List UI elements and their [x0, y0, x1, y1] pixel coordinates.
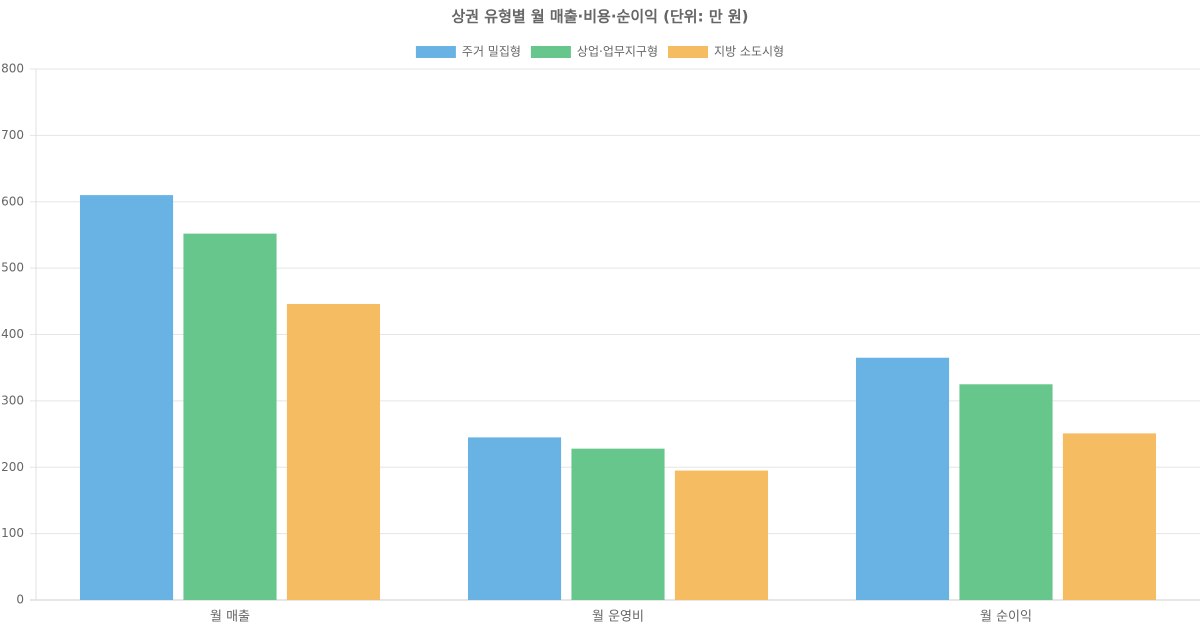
legend-label: 상업·업무지구형: [577, 45, 658, 59]
legend-label: 주거 밀집형: [462, 45, 521, 59]
legend-swatch: [415, 46, 456, 58]
y-tick-label: 400: [1, 327, 24, 341]
x-tick-label: 월 운영비: [592, 610, 644, 625]
bar: [183, 233, 277, 601]
x-tick-label: 월 순이익: [980, 610, 1032, 625]
y-tick-label: 300: [1, 393, 24, 407]
bar: [571, 448, 665, 600]
legend-label: 지방 소도시형: [714, 45, 784, 59]
y-tick-label: 200: [1, 460, 24, 474]
y-tick-label: 100: [1, 526, 24, 540]
y-tick-label: 500: [1, 261, 24, 275]
legend-swatch: [530, 46, 571, 58]
legend-swatch: [668, 46, 709, 58]
y-tick-label: 600: [1, 194, 24, 208]
x-tick-label: 월 매출: [210, 610, 250, 625]
y-tick-label: 0: [16, 593, 24, 607]
bar: [467, 437, 562, 600]
y-tick-label: 800: [1, 62, 24, 76]
chart-title: 상권 유형별 월 매출·비용·순이익 (단위: 만 원): [451, 8, 748, 26]
bar: [1062, 433, 1157, 600]
bar: [959, 384, 1053, 600]
bar: [674, 470, 769, 600]
bar: [855, 357, 950, 600]
bar: [286, 303, 381, 600]
y-tick-label: 700: [1, 128, 24, 142]
bar: [79, 195, 174, 601]
